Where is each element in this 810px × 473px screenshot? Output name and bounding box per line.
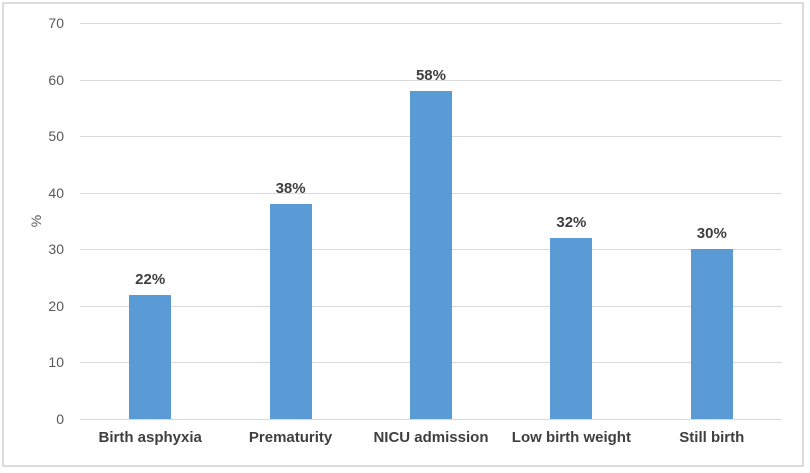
x-category-label: NICU admission <box>373 429 489 446</box>
x-category-label: Low birth weight <box>511 429 631 446</box>
bar-slot: 58% <box>361 23 501 419</box>
gridline <box>80 79 782 81</box>
x-category-label: Still birth <box>679 429 745 446</box>
x-category-label: Prematurity <box>248 429 333 446</box>
y-tick-label: 40 <box>48 184 64 201</box>
y-tick-label: 60 <box>48 71 64 88</box>
gridline <box>80 23 782 24</box>
y-tick-label: 30 <box>48 241 64 258</box>
bar-slot: 32% <box>501 23 641 419</box>
bar <box>269 204 312 419</box>
bar-value-label: 38% <box>275 180 306 198</box>
y-tick-label: 10 <box>48 354 64 371</box>
y-tick-label: 70 <box>48 15 64 31</box>
bar <box>690 249 733 419</box>
y-tick-label: 20 <box>48 297 64 314</box>
bar-slot: 30% <box>642 23 782 419</box>
bar-value-label: 32% <box>556 213 587 231</box>
bar <box>550 237 593 419</box>
y-tick-label: 0 <box>56 411 64 427</box>
x-category-label: Birth asphyxia <box>98 429 202 446</box>
bar-value-label: 58% <box>415 66 446 84</box>
y-axis-title: % <box>28 214 44 228</box>
bar-value-label: 30% <box>696 225 727 243</box>
bar-slot: 38% <box>220 23 360 419</box>
bar <box>129 294 172 419</box>
bar-slot: 22% <box>80 23 220 419</box>
y-tick-label: 50 <box>48 128 64 145</box>
bar-value-label: 22% <box>135 270 166 288</box>
bar <box>409 90 452 419</box>
